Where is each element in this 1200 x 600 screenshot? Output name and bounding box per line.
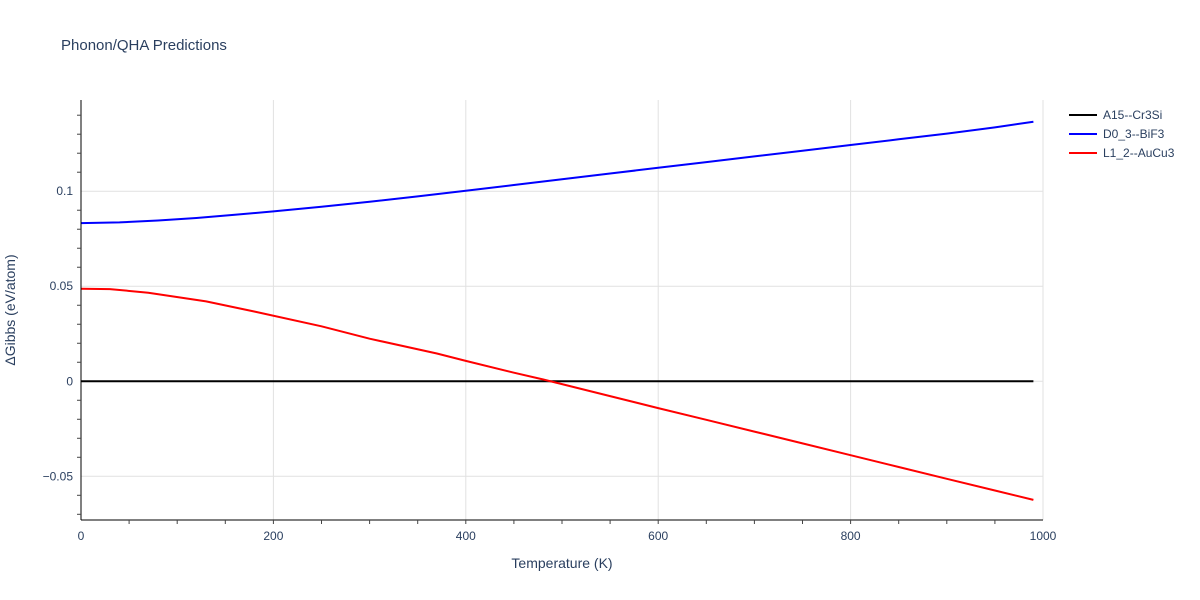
legend-entry: L1_2--AuCu3: [1103, 146, 1175, 160]
legend-entry: A15--Cr3Si: [1103, 108, 1162, 122]
y-tick-label: 0: [66, 374, 73, 388]
x-tick-label: 600: [648, 529, 668, 543]
x-tick-label: 200: [263, 529, 283, 543]
series-line: [80, 120, 1034, 225]
series-line: [80, 287, 1034, 501]
x-tick-label: 0: [78, 529, 85, 543]
axes: 0 200 400 600 800 1000 −0.05 0 0.05 0.1: [43, 100, 1057, 543]
y-tick-label: −0.05: [43, 469, 74, 483]
legend-entry: D0_3--BiF3: [1103, 127, 1165, 141]
legend: A15--Cr3Si D0_3--BiF3 L1_2--AuCu3: [1069, 108, 1175, 160]
y-axis-label: ΔGibbs (eV/atom): [2, 254, 18, 365]
y-tick-label: 0.1: [56, 184, 73, 198]
plot-area: [80, 120, 1034, 501]
y-tick-label: 0.05: [50, 279, 74, 293]
chart-title: Phonon/QHA Predictions: [61, 37, 227, 54]
x-axis-label: Temperature (K): [511, 555, 612, 571]
x-tick-label: 400: [456, 529, 476, 543]
x-tick-label: 800: [841, 529, 861, 543]
x-tick-label: 1000: [1030, 529, 1057, 543]
